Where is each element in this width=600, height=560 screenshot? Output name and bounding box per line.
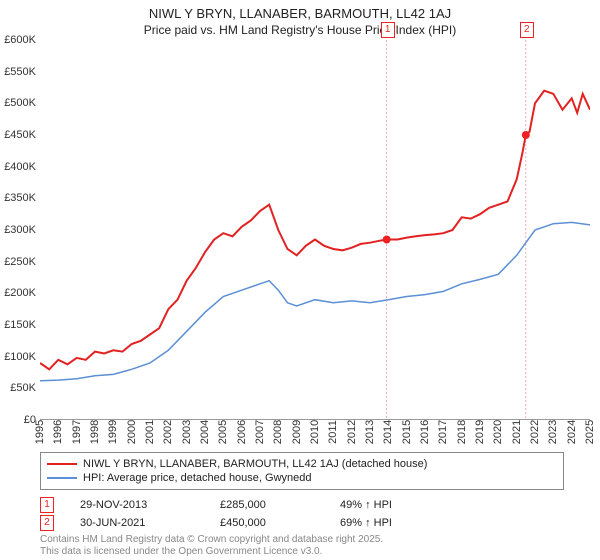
x-tick-label: 2012 (346, 420, 358, 444)
legend-swatch (47, 477, 77, 479)
marker-flag: 1 (381, 22, 395, 38)
legend: NIWL Y BRYN, LLANABER, BARMOUTH, LL42 1A… (40, 452, 564, 490)
marker-flag: 2 (520, 22, 534, 38)
x-tick-label: 2011 (327, 420, 339, 444)
x-tick-label: 2014 (382, 420, 394, 444)
footer-line-2: This data is licensed under the Open Gov… (40, 546, 322, 557)
x-tick-label: 1999 (107, 420, 119, 444)
x-tick-label: 2022 (529, 420, 541, 444)
x-tick-label: 2001 (144, 420, 156, 444)
legend-swatch (47, 463, 77, 465)
y-tick-label: £150K (4, 319, 36, 331)
legend-item: NIWL Y BRYN, LLANABER, BARMOUTH, LL42 1A… (47, 457, 557, 471)
x-tick-label: 2009 (291, 420, 303, 444)
x-tick-label: 2017 (437, 420, 449, 444)
transaction-price: £450,000 (220, 517, 340, 529)
y-tick-label: £600K (4, 34, 36, 46)
x-tick-label: 2015 (401, 420, 413, 444)
x-tick-label: 2018 (456, 420, 468, 444)
x-tick-label: 2019 (474, 420, 486, 444)
footer-line-1: Contains HM Land Registry data © Crown c… (40, 534, 383, 545)
x-axis: 1995199619971998199920002001200220032004… (40, 420, 590, 450)
y-tick-label: £250K (4, 256, 36, 268)
legend-item: HPI: Average price, detached house, Gwyn… (47, 471, 557, 485)
x-tick-label: 2002 (162, 420, 174, 444)
y-tick-label: £300K (4, 224, 36, 236)
x-tick-label: 2020 (492, 420, 504, 444)
x-tick-label: 2006 (236, 420, 248, 444)
x-tick-label: 2008 (272, 420, 284, 444)
transaction-row: 2 30-JUN-2021£450,00069% ↑ HPI (40, 514, 570, 532)
x-tick-label: 2024 (566, 420, 578, 444)
y-tick-label: £400K (4, 161, 36, 173)
y-tick-label: £500K (4, 97, 36, 109)
transaction-date: 30-JUN-2021 (80, 517, 220, 529)
transaction-price: £285,000 (220, 499, 340, 511)
x-tick-label: 2007 (254, 420, 266, 444)
transaction-pct: 49% ↑ HPI (340, 499, 460, 511)
x-tick-label: 2013 (364, 420, 376, 444)
series-price_paid (40, 91, 590, 370)
transaction-table: 1 29-NOV-2013£285,00049% ↑ HPI 2 30-JUN-202… (40, 496, 570, 532)
y-tick-label: £450K (4, 129, 36, 141)
chart-svg (40, 40, 590, 420)
x-tick-label: 2021 (511, 420, 523, 444)
chart-subtitle: Price paid vs. HM Land Registry's House … (0, 23, 600, 37)
chart-title: NIWL Y BRYN, LLANABER, BARMOUTH, LL42 1A… (0, 6, 600, 21)
y-tick-label: £550K (4, 66, 36, 78)
marker-dot (383, 236, 391, 244)
x-tick-label: 1996 (52, 420, 64, 444)
y-tick-label: £200K (4, 287, 36, 299)
y-tick-label: £50K (10, 382, 36, 394)
transaction-date: 29-NOV-2013 (80, 499, 220, 511)
x-tick-label: 2003 (181, 420, 193, 444)
transaction-pct: 69% ↑ HPI (340, 517, 460, 529)
transaction-row: 1 29-NOV-2013£285,00049% ↑ HPI (40, 496, 570, 514)
chart-plot-area (40, 40, 590, 420)
transaction-marker: 2 (40, 515, 54, 531)
y-tick-label: £350K (4, 192, 36, 204)
x-tick-label: 2005 (217, 420, 229, 444)
transaction-marker: 1 (40, 497, 54, 513)
footer-attribution: Contains HM Land Registry data © Crown c… (40, 534, 570, 558)
legend-label: HPI: Average price, detached house, Gwyn… (83, 472, 312, 484)
x-tick-label: 1995 (34, 420, 46, 444)
x-tick-label: 2010 (309, 420, 321, 444)
x-tick-label: 2000 (126, 420, 138, 444)
x-tick-label: 2004 (199, 420, 211, 444)
y-tick-label: £100K (4, 351, 36, 363)
legend-label: NIWL Y BRYN, LLANABER, BARMOUTH, LL42 1A… (83, 458, 427, 470)
x-tick-label: 2016 (419, 420, 431, 444)
x-tick-label: 1997 (71, 420, 83, 444)
x-tick-label: 1998 (89, 420, 101, 444)
y-axis: £0£50K£100K£150K£200K£250K£300K£350K£400… (0, 40, 40, 420)
marker-dot (522, 131, 530, 139)
x-tick-label: 2025 (584, 420, 596, 444)
x-tick-label: 2023 (547, 420, 559, 444)
series-hpi (40, 222, 590, 380)
